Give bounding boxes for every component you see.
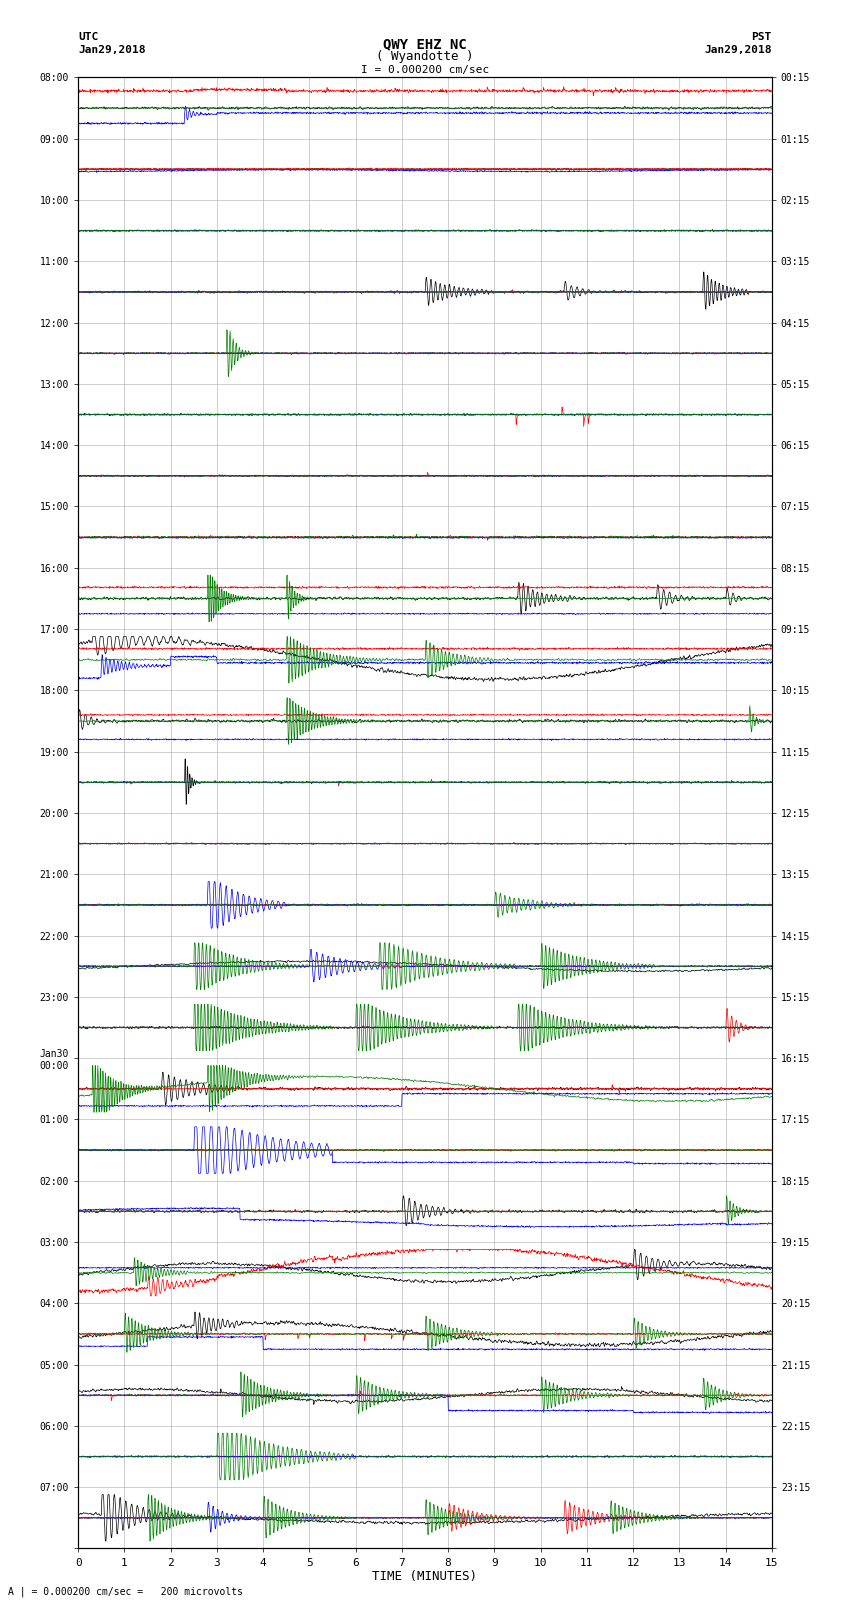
- Text: Jan29,2018: Jan29,2018: [78, 45, 145, 55]
- Text: QWY EHZ NC: QWY EHZ NC: [383, 37, 467, 52]
- Text: UTC: UTC: [78, 32, 99, 42]
- Text: A | = 0.000200 cm/sec =   200 microvolts: A | = 0.000200 cm/sec = 200 microvolts: [8, 1586, 243, 1597]
- Text: PST: PST: [751, 32, 772, 42]
- X-axis label: TIME (MINUTES): TIME (MINUTES): [372, 1571, 478, 1584]
- Text: ( Wyandotte ): ( Wyandotte ): [377, 50, 473, 63]
- Text: I = 0.000200 cm/sec: I = 0.000200 cm/sec: [361, 65, 489, 74]
- Text: Jan29,2018: Jan29,2018: [705, 45, 772, 55]
